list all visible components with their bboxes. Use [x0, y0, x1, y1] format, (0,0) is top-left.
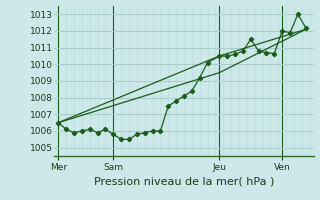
X-axis label: Pression niveau de la mer( hPa ): Pression niveau de la mer( hPa ) — [94, 176, 274, 186]
